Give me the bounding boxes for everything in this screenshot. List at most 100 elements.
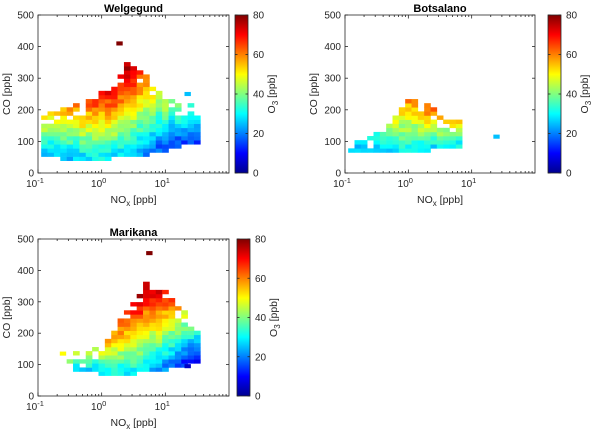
y-tick-label: 500	[17, 11, 34, 22]
heatmap-cell	[430, 140, 438, 145]
heatmap-cell	[174, 334, 182, 340]
heatmap-cell	[98, 127, 106, 133]
heatmap-cell	[130, 359, 137, 364]
heatmap-cell	[130, 66, 137, 71]
heatmap-cell	[104, 123, 112, 129]
heatmap-cell	[143, 338, 150, 344]
heatmap-cell	[66, 119, 74, 125]
heatmap-cells	[59, 251, 201, 376]
heatmap-cell	[92, 136, 99, 141]
heatmap-cell	[117, 338, 125, 344]
heatmap-cell	[66, 123, 74, 129]
heatmap-cell	[111, 152, 118, 157]
heatmap-cell	[174, 342, 182, 348]
heatmap-cell	[136, 152, 144, 157]
heatmap-cell	[143, 131, 150, 137]
heatmap-cell	[430, 136, 438, 141]
heatmap-cell	[111, 111, 118, 116]
heatmap-cell	[98, 359, 106, 364]
heatmap-cell	[111, 351, 118, 356]
x-axis-label: NOx [ppb]	[110, 417, 156, 431]
heatmap-cell	[47, 136, 55, 141]
heatmap-cell	[130, 82, 137, 88]
heatmap-cell	[181, 136, 188, 141]
heatmap-cell	[117, 322, 125, 327]
heatmap-cell	[60, 144, 67, 149]
heatmap-cell	[130, 107, 137, 112]
heatmap-cell	[136, 107, 144, 112]
heatmap-cell	[168, 123, 176, 129]
heatmap-cell	[174, 127, 182, 133]
heatmap-cell	[117, 359, 125, 364]
heatmap-cell	[98, 136, 106, 141]
heatmap-cell	[130, 86, 137, 92]
heatmap-cell	[123, 94, 131, 100]
heatmap-cell	[155, 306, 163, 311]
heatmap-cell	[117, 148, 125, 153]
heatmap-cell	[104, 140, 112, 145]
heatmap-cell	[149, 103, 157, 108]
heatmap-cell	[149, 355, 157, 360]
heatmap-cell	[424, 136, 431, 141]
heatmap-cell	[123, 66, 131, 71]
heatmap-cell	[73, 107, 80, 112]
heatmap-cell	[92, 144, 99, 149]
heatmap-cell	[123, 103, 131, 108]
heatmap-cell	[187, 140, 195, 145]
heatmap-cell	[111, 99, 118, 104]
heatmap-cell	[162, 298, 169, 303]
heatmap-cell	[187, 334, 195, 340]
heatmap-cell	[123, 131, 131, 137]
heatmap-cell	[123, 136, 131, 141]
heatmap-cell	[60, 156, 67, 161]
heatmap-cell	[98, 367, 106, 372]
heatmap-cell	[73, 140, 80, 145]
heatmap-cell	[136, 115, 144, 120]
heatmap-cell	[98, 94, 106, 100]
heatmap-cell	[66, 148, 74, 153]
heatmap-cell	[155, 293, 163, 299]
heatmap-cell	[149, 326, 157, 331]
heatmap-cell	[111, 347, 118, 352]
heatmap-cell	[104, 94, 112, 100]
heatmap-cell	[405, 119, 412, 125]
heatmap-cell	[155, 119, 163, 125]
heatmap-cell	[98, 115, 106, 120]
heatmap-cell	[187, 119, 195, 125]
heatmap-cell	[41, 140, 48, 145]
heatmap-cell	[85, 148, 93, 153]
heatmap-cell	[155, 351, 163, 356]
heatmap-cell	[130, 123, 137, 129]
x-tick-label: 10-1	[333, 176, 351, 190]
heatmap-cell	[455, 131, 463, 137]
heatmap-cell	[104, 347, 112, 352]
heatmap-cell	[155, 144, 163, 149]
heatmap-cell	[73, 119, 80, 125]
heatmap-cell	[73, 127, 80, 133]
x-tick-label: 10-1	[26, 399, 44, 413]
heatmap-cell	[181, 314, 188, 319]
heatmap-cell	[181, 127, 188, 133]
heatmap-cell	[168, 330, 176, 336]
heatmap-cell	[187, 136, 195, 141]
heatmap-cell	[449, 131, 457, 137]
heatmap-cell	[130, 94, 137, 100]
heatmap-cell	[136, 314, 144, 319]
heatmap-cell	[85, 144, 93, 149]
heatmap-cell	[155, 326, 163, 331]
heatmap-cell	[193, 338, 201, 344]
heatmap-cell	[123, 123, 131, 129]
heatmap-cell	[104, 156, 112, 161]
heatmap-cell	[162, 144, 169, 149]
heatmap-cell	[405, 99, 412, 104]
heatmap-cell	[373, 131, 381, 137]
heatmap-cell	[392, 119, 400, 125]
heatmap-cell	[430, 107, 438, 112]
heatmap-cell	[60, 115, 67, 120]
heatmap-cell	[162, 127, 169, 133]
heatmap-cell	[155, 302, 163, 307]
heatmap-cell	[424, 107, 431, 112]
heatmap-cell	[104, 136, 112, 141]
heatmap-cell	[73, 144, 80, 149]
heatmap-cell	[66, 127, 74, 133]
